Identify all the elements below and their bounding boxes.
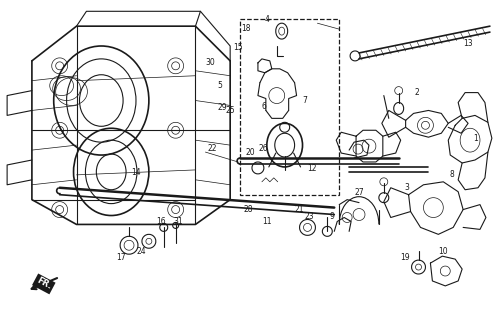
Text: 9: 9	[330, 212, 335, 221]
Text: 25: 25	[226, 106, 235, 115]
Text: 7: 7	[302, 96, 307, 105]
Text: 8: 8	[450, 170, 455, 180]
Text: FR.: FR.	[35, 276, 53, 292]
Text: 3: 3	[404, 183, 409, 192]
Text: 31: 31	[174, 217, 183, 226]
Text: 11: 11	[262, 217, 271, 226]
Text: 29: 29	[218, 103, 227, 112]
Text: 20: 20	[245, 148, 255, 156]
Text: 16: 16	[156, 217, 166, 226]
Text: 23: 23	[305, 212, 314, 221]
Text: 5: 5	[218, 81, 223, 90]
Text: 26: 26	[258, 144, 268, 153]
Text: 30: 30	[206, 58, 215, 67]
Text: 13: 13	[463, 38, 473, 48]
Text: 10: 10	[438, 247, 448, 256]
Text: 2: 2	[414, 88, 419, 97]
Text: 12: 12	[307, 164, 316, 173]
Text: 4: 4	[264, 15, 269, 24]
Text: 14: 14	[131, 168, 141, 177]
Bar	[240, 19, 339, 195]
Text: 22: 22	[208, 144, 217, 153]
Text: 1: 1	[474, 134, 479, 143]
Text: 15: 15	[233, 44, 243, 52]
Text: 28: 28	[243, 205, 253, 214]
Text: 18: 18	[241, 24, 251, 33]
Text: 24: 24	[136, 247, 146, 256]
Text: 17: 17	[117, 253, 126, 262]
Text: 6: 6	[261, 102, 266, 111]
Text: 21: 21	[295, 205, 304, 214]
Text: 27: 27	[354, 188, 364, 197]
Text: 19: 19	[400, 253, 409, 262]
